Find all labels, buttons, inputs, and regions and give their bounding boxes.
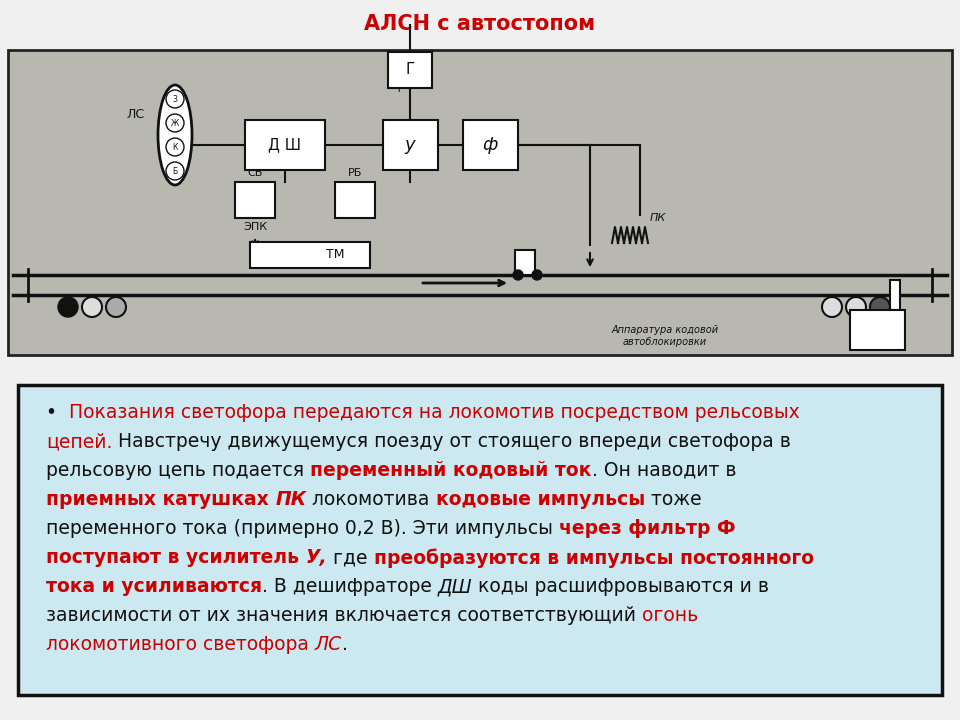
Text: . Он наводит в: . Он наводит в [591,461,736,480]
Text: поступают в усилитель: поступают в усилитель [46,548,305,567]
Text: З: З [173,94,178,104]
Text: Показания светофора передаются на локомотив посредством рельсовых: Показания светофора передаются на локомо… [69,403,800,422]
Text: К: К [172,143,178,151]
Text: приемных катушках: приемных катушках [46,490,276,509]
Text: через фильтр Ф: через фильтр Ф [559,519,735,538]
Bar [463,120,518,170]
Bar [250,242,370,268]
Text: СВ: СВ [248,168,263,178]
Text: кодовые импульсы: кодовые импульсы [436,490,645,509]
Text: локомотивного светофора: локомотивного светофора [46,635,315,654]
Text: тоже: тоже [645,490,702,509]
Text: ЛС: ЛС [315,635,342,654]
Text: переменный кодовый ток: переменный кодовый ток [310,461,591,480]
Bar [383,120,438,170]
Circle shape [166,162,184,180]
Circle shape [822,297,842,317]
Text: коды расшифровываются и в: коды расшифровываются и в [472,577,770,596]
Circle shape [106,297,126,317]
Text: рельсовую цепь подается: рельсовую цепь подается [46,461,310,480]
Ellipse shape [158,85,192,185]
Text: Г: Г [405,63,415,78]
Text: АЛСН с автостопом: АЛСН с автостопом [365,14,595,34]
Bar [335,182,375,218]
Text: Д Ш: Д Ш [269,138,301,153]
Text: –: – [416,81,422,95]
Text: переменного тока (примерно 0,2 В). Эти импульсы: переменного тока (примерно 0,2 В). Эти и… [46,519,559,538]
Text: Навстречу движущемуся поезду от стоящего впереди светофора в: Навстречу движущемуся поезду от стоящего… [112,432,791,451]
Text: РБ: РБ [348,168,362,178]
Bar [890,280,900,310]
Text: +: + [394,82,404,95]
Text: У,: У, [305,548,327,567]
Text: . В дешифраторе: . В дешифраторе [262,577,438,596]
Bar [515,250,535,275]
Circle shape [532,270,542,280]
Text: Б: Б [173,166,178,176]
Bar [388,52,432,88]
Circle shape [166,114,184,132]
Circle shape [166,138,184,156]
Bar [245,120,325,170]
Circle shape [870,297,890,317]
Text: ПК: ПК [650,213,666,223]
Bar [8,50,952,355]
Circle shape [166,90,184,108]
Text: где: где [327,548,373,567]
Text: преобразуются в импульсы постоянного: преобразуются в импульсы постоянного [373,548,814,567]
Text: у: у [405,136,416,154]
Text: .: . [342,635,348,654]
Text: цепей.: цепей. [46,432,112,451]
Bar [235,182,275,218]
Bar [850,310,905,350]
Text: зависимости от их значения включается соответствующий: зависимости от их значения включается со… [46,606,642,625]
Text: ЛС: ЛС [127,109,145,122]
Circle shape [846,297,866,317]
Text: ПК: ПК [276,490,306,509]
Text: ТМ: ТМ [325,248,345,261]
Text: ДШ: ДШ [438,577,472,596]
Text: локомотива: локомотива [306,490,436,509]
Circle shape [58,297,78,317]
Text: тока и усиливаются: тока и усиливаются [46,577,262,596]
Text: Аппаратура кодовой: Аппаратура кодовой [612,325,719,335]
Text: •: • [46,403,69,422]
Text: ЭПК: ЭПК [243,222,267,232]
Text: огонь: огонь [642,606,698,625]
Bar [18,385,942,695]
Circle shape [513,270,523,280]
Circle shape [82,297,102,317]
Text: автоблокировки: автоблокировки [623,337,708,347]
Text: Ж: Ж [171,119,180,127]
Text: ф: ф [482,136,497,154]
